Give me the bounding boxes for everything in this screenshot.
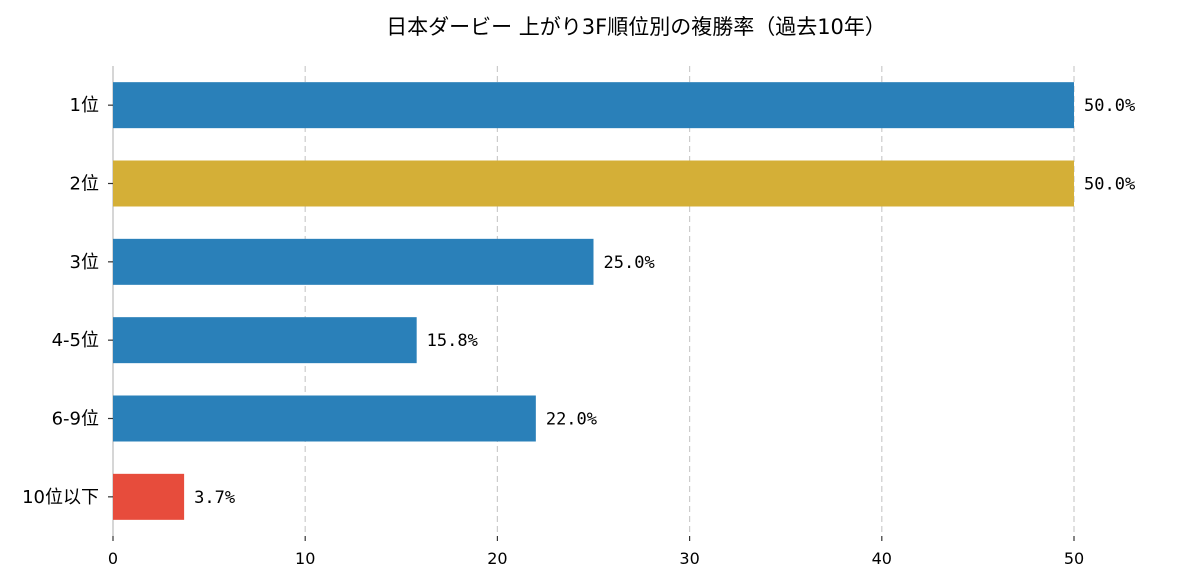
- data-label: 22.0%: [546, 410, 597, 430]
- y-tick-label: 4-5位: [52, 330, 99, 351]
- y-tick-label: 1位: [70, 95, 99, 116]
- bar: [113, 82, 1074, 129]
- bar: [113, 317, 417, 364]
- x-tick-label: 40: [872, 549, 892, 568]
- chart-title: 日本ダービー 上がり3F順位別の複勝率（過去10年）: [386, 15, 886, 39]
- y-tick-label: 6-9位: [52, 409, 99, 430]
- data-label: 50.0%: [1084, 96, 1135, 116]
- x-tick-label: 30: [679, 549, 699, 568]
- x-tick-label: 10: [295, 549, 315, 568]
- x-tick-label: 20: [487, 549, 507, 568]
- y-tick-label: 2位: [70, 174, 99, 195]
- bar: [113, 238, 594, 285]
- data-label: 50.0%: [1084, 175, 1135, 195]
- x-tick-label: 0: [108, 549, 118, 568]
- bar: [113, 160, 1074, 207]
- x-tick-label: 50: [1064, 549, 1084, 568]
- data-label: 3.7%: [194, 488, 235, 508]
- y-tick-label: 10位以下: [22, 487, 99, 508]
- y-tick-label: 3位: [70, 252, 99, 273]
- bar: [113, 473, 185, 520]
- bar: [113, 395, 536, 442]
- data-label: 25.0%: [604, 253, 655, 273]
- data-label: 15.8%: [427, 331, 478, 351]
